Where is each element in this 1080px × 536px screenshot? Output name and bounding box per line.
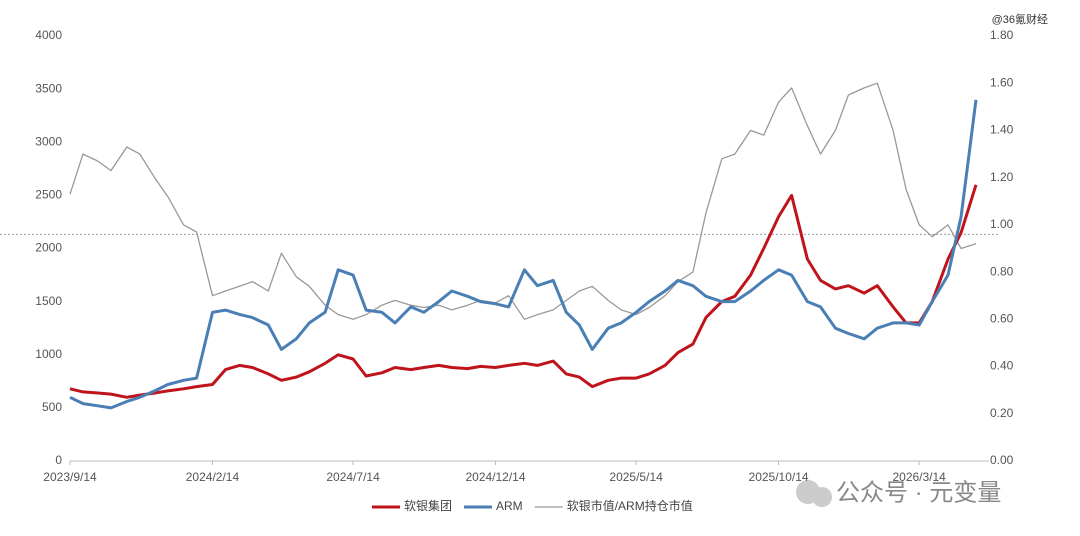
x-tick-label: 2025/10/14 xyxy=(749,470,809,484)
y2-tick-label: 0.20 xyxy=(990,406,1014,420)
legend-label: ARM xyxy=(496,499,523,513)
y2-tick-label: 1.20 xyxy=(990,170,1014,184)
series-line xyxy=(69,82,977,320)
series-line xyxy=(69,99,978,410)
y-tick-label: 2500 xyxy=(35,188,62,202)
watermark: @36氪财经 xyxy=(992,12,1048,26)
y-tick-label: 1000 xyxy=(35,347,62,361)
y2-tick-label: 0.60 xyxy=(990,312,1014,326)
y2-tick-label: 0.00 xyxy=(990,453,1014,467)
x-tick-label: 2026/3/14 xyxy=(892,470,946,484)
series-line xyxy=(69,184,978,399)
y-tick-label: 3500 xyxy=(35,81,62,95)
x-tick-label: 2025/5/14 xyxy=(609,470,663,484)
y2-tick-label: 1.00 xyxy=(990,217,1014,231)
y-tick-label: 500 xyxy=(42,400,62,414)
x-tick-label: 2024/7/14 xyxy=(326,470,380,484)
y2-tick-label: 1.80 xyxy=(990,28,1014,42)
y2-tick-label: 0.40 xyxy=(990,359,1014,373)
x-tick-label: 2023/9/14 xyxy=(43,470,97,484)
y-tick-label: 0 xyxy=(55,453,62,467)
y-tick-label: 1500 xyxy=(35,294,62,308)
x-tick-label: 2024/12/14 xyxy=(465,470,525,484)
badge-icon xyxy=(796,480,832,507)
y2-tick-label: 1.60 xyxy=(990,75,1014,89)
y2-tick-label: 0.80 xyxy=(990,264,1014,278)
y-tick-label: 4000 xyxy=(35,28,62,42)
legend-label: 软银集团 xyxy=(404,498,452,513)
y2-tick-label: 1.40 xyxy=(990,123,1014,137)
x-tick-label: 2024/2/14 xyxy=(186,470,240,484)
legend-label: 软银市值/ARM持仓市值 xyxy=(567,498,693,513)
y-tick-label: 3000 xyxy=(35,134,62,148)
y-tick-label: 2000 xyxy=(35,241,62,255)
source-badge: 公众号 · 元变量 xyxy=(836,479,1001,506)
